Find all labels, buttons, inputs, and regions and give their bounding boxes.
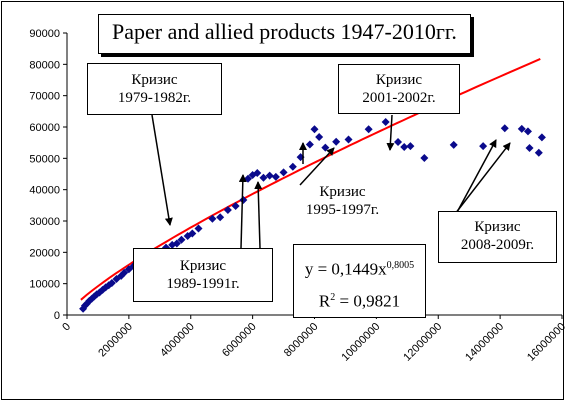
annotation-arrow bbox=[238, 174, 247, 249]
chart-title: Paper and allied products 1947-2010гг. bbox=[98, 14, 471, 54]
data-point bbox=[177, 235, 186, 244]
annotation-crisis-1979: Кризис 1979-1982г. bbox=[87, 63, 222, 115]
x-tick-label: 4000000 bbox=[158, 321, 197, 360]
y-tick-label: 90000 bbox=[29, 28, 60, 40]
annotation-crisis-1979-line1: Кризис bbox=[131, 72, 178, 88]
data-point bbox=[517, 124, 526, 133]
annotation-arrow bbox=[386, 114, 395, 151]
r2-prefix: R bbox=[318, 291, 331, 311]
data-point bbox=[259, 173, 268, 182]
data-point bbox=[381, 117, 390, 126]
data-point bbox=[172, 239, 181, 248]
annotation-arrow bbox=[454, 142, 511, 215]
r2-exponent: 2 bbox=[330, 291, 336, 303]
annotation-crisis-2008: Кризис 2008-2009г. bbox=[438, 211, 557, 263]
annotation-arrow bbox=[151, 114, 173, 226]
annotation-arrows bbox=[151, 114, 511, 249]
x-tick-label: 14000000 bbox=[463, 321, 506, 364]
annotation-crisis-2001: Кризис 2001-2002г. bbox=[338, 64, 460, 114]
r2-value: = 0,9821 bbox=[335, 291, 401, 311]
data-point bbox=[310, 125, 319, 134]
data-point bbox=[449, 140, 458, 149]
y-tick-label: 60000 bbox=[29, 122, 60, 134]
annotation-crisis-2008-line1: Кризис bbox=[474, 219, 521, 235]
data-point bbox=[364, 125, 373, 134]
data-point bbox=[216, 213, 225, 222]
data-point bbox=[120, 268, 129, 277]
annotation-crisis-2001-line2: 2001-2002г. bbox=[362, 90, 436, 106]
equation-prefix: y = 0,1449x bbox=[304, 259, 387, 279]
annotation-crisis-1995-line2: 1995-1997г. bbox=[305, 202, 380, 218]
annotation-crisis-1979-line2: 1979-1982г. bbox=[117, 90, 192, 106]
x-tick-label: 6000000 bbox=[220, 321, 259, 360]
annotation-crisis-2001-line1: Кризис bbox=[375, 72, 423, 88]
data-point bbox=[500, 124, 509, 133]
annotation-arrow bbox=[254, 181, 263, 249]
data-point bbox=[523, 127, 532, 136]
y-tick-label: 80000 bbox=[29, 59, 60, 71]
data-point bbox=[208, 214, 217, 223]
data-point bbox=[321, 143, 330, 152]
annotation-crisis-2008-line2: 2008-2009г. bbox=[460, 237, 535, 253]
y-tick-label: 10000 bbox=[29, 279, 60, 291]
annotation-crisis-1989-line1: Кризис bbox=[179, 258, 227, 274]
data-point bbox=[344, 135, 353, 144]
data-point bbox=[279, 168, 288, 177]
x-tick-label: 10000000 bbox=[339, 321, 382, 364]
data-point bbox=[223, 206, 232, 215]
x-tick-label: 12000000 bbox=[401, 321, 444, 364]
y-tick-label: 20000 bbox=[29, 247, 60, 259]
annotation-crisis-1989: Кризис 1989-1991г. bbox=[133, 248, 273, 302]
x-tick-label: 16000000 bbox=[525, 321, 567, 364]
y-tick-label: 50000 bbox=[29, 153, 60, 165]
data-point bbox=[420, 154, 429, 163]
data-point bbox=[107, 279, 116, 288]
equation-exponent: 0,8005 bbox=[386, 260, 415, 271]
y-tick-label: 30000 bbox=[29, 216, 60, 228]
data-point bbox=[271, 172, 280, 181]
data-point bbox=[194, 224, 203, 233]
data-point bbox=[288, 162, 297, 171]
data-point bbox=[332, 137, 341, 146]
trendline-equation-box: y = 0,1449x0,8005 R2 = 0,9821 bbox=[293, 244, 426, 318]
x-tick-label: 0 bbox=[60, 321, 73, 334]
data-point bbox=[315, 133, 324, 142]
annotation-crisis-1989-line2: 1989-1991г. bbox=[166, 276, 240, 292]
y-tick-label: 40000 bbox=[29, 185, 60, 197]
data-point bbox=[265, 171, 274, 180]
annotation-arrow bbox=[454, 139, 497, 217]
annotation-crisis-1995: Кризис 1995-1997г. bbox=[285, 183, 400, 219]
data-point bbox=[394, 138, 403, 147]
r-squared: R2 = 0,9821 bbox=[294, 287, 425, 313]
data-point bbox=[479, 142, 488, 151]
trend-layer bbox=[80, 57, 541, 301]
y-tick-label: 70000 bbox=[29, 91, 60, 103]
data-point bbox=[534, 148, 543, 157]
data-point bbox=[253, 169, 262, 178]
trend-line bbox=[80, 57, 541, 301]
data-point bbox=[305, 140, 314, 149]
data-point bbox=[188, 229, 197, 238]
data-point bbox=[537, 133, 546, 142]
annotation-crisis-1995-line1: Кризис bbox=[319, 184, 366, 200]
y-tick-label: 0 bbox=[54, 310, 60, 322]
annotation-arrow bbox=[299, 147, 335, 186]
data-point bbox=[400, 143, 409, 152]
x-tick-label: 8000000 bbox=[282, 321, 321, 360]
data-point bbox=[525, 143, 534, 152]
trendline-equation: y = 0,1449x0,8005 bbox=[294, 255, 425, 281]
x-tick-label: 2000000 bbox=[96, 321, 135, 360]
data-point bbox=[231, 201, 240, 210]
data-point bbox=[406, 142, 415, 151]
data-point bbox=[239, 196, 248, 205]
